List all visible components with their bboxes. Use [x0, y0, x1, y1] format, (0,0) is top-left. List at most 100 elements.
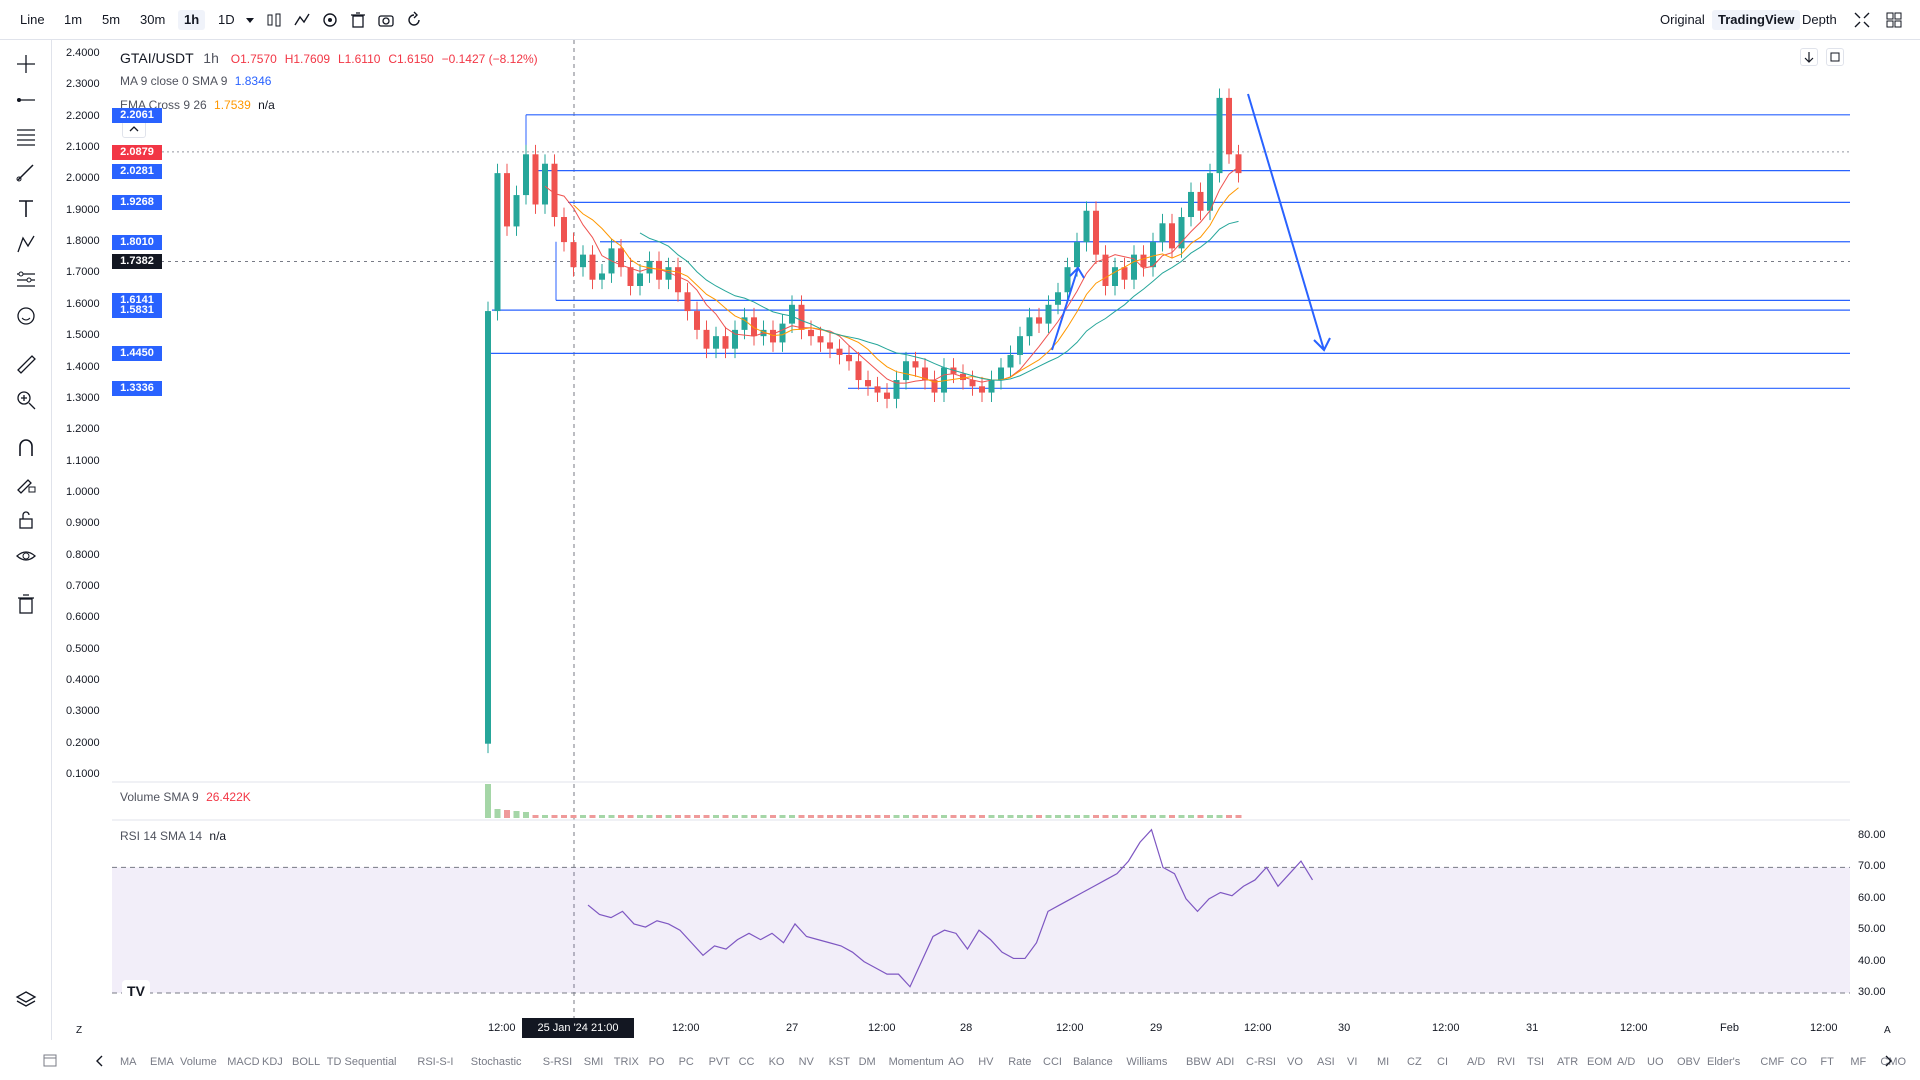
timezone-z-button[interactable]: Z: [76, 1025, 83, 1036]
candle-body[interactable]: [1150, 242, 1156, 268]
candle-body[interactable]: [1178, 217, 1185, 249]
candle-body[interactable]: [1112, 267, 1118, 286]
indicator-vi[interactable]: VI: [1347, 1056, 1358, 1068]
indicator-ko[interactable]: KO: [768, 1056, 785, 1068]
indicator-stochastic[interactable]: Stochastic: [470, 1056, 522, 1068]
indicator-kdj[interactable]: KDJ: [262, 1056, 283, 1068]
indicator-td-sequential[interactable]: TD Sequential: [326, 1056, 397, 1068]
indicator-ft[interactable]: FT: [1820, 1056, 1834, 1068]
candle-body[interactable]: [1045, 304, 1052, 324]
indicator-asi[interactable]: ASI: [1317, 1056, 1335, 1068]
candle-body[interactable]: [779, 323, 786, 343]
chart-canvas[interactable]: [52, 40, 1920, 1040]
candle-body[interactable]: [998, 367, 1004, 381]
candle-body[interactable]: [931, 380, 938, 393]
candle-body[interactable]: [903, 361, 909, 381]
candle-body[interactable]: [1188, 191, 1194, 218]
indicator-mf[interactable]: MF: [1850, 1056, 1867, 1068]
candle-body[interactable]: [675, 267, 681, 293]
indicator-williams[interactable]: Williams: [1126, 1056, 1168, 1068]
candle-body[interactable]: [513, 195, 520, 227]
layers-icon[interactable]: [14, 988, 38, 1012]
candle-body[interactable]: [941, 367, 947, 393]
view-tradingview[interactable]: TradingView: [1712, 10, 1801, 30]
indicator-momentum[interactable]: Momentum: [888, 1056, 944, 1068]
indicator-atr[interactable]: ATR: [1557, 1056, 1579, 1068]
up-arrow-drawing[interactable]: [1051, 266, 1085, 351]
candle-body[interactable]: [874, 386, 881, 393]
candle-body[interactable]: [751, 317, 757, 337]
legend-volume[interactable]: Volume SMA 9 26.422K: [120, 790, 251, 804]
candle-body[interactable]: [684, 292, 691, 312]
candle-body[interactable]: [646, 260, 653, 274]
candle-body[interactable]: [789, 304, 795, 324]
candle-body[interactable]: [627, 267, 634, 286]
candle-body[interactable]: [1235, 154, 1242, 174]
candle-body[interactable]: [637, 273, 643, 286]
interval-30m[interactable]: 30m: [140, 12, 166, 27]
indicator-c-rsi[interactable]: C-RSI: [1246, 1056, 1276, 1068]
chevron-left-icon[interactable]: [94, 1054, 106, 1071]
eye-icon[interactable]: [14, 544, 38, 568]
candle-body[interactable]: [846, 354, 852, 362]
symbol-name[interactable]: GTAI/USDT: [120, 50, 194, 66]
indicator-macd[interactable]: MACD: [227, 1056, 260, 1068]
candle-body[interactable]: [1083, 210, 1090, 243]
candle-body[interactable]: [827, 342, 833, 349]
indicator-bbw[interactable]: BBW: [1186, 1056, 1212, 1068]
interval-5m[interactable]: 5m: [102, 12, 121, 27]
indicator-balance[interactable]: Balance: [1073, 1056, 1113, 1068]
candle-body[interactable]: [1140, 254, 1147, 268]
candle-body[interactable]: [589, 254, 596, 280]
indicator-eom[interactable]: EOM: [1587, 1056, 1613, 1068]
fullscreen-icon[interactable]: [1852, 10, 1872, 30]
horizontal-lines-icon[interactable]: [14, 124, 38, 148]
candle-body[interactable]: [1121, 267, 1128, 280]
indicator-pvt[interactable]: PVT: [708, 1056, 730, 1068]
lock-icon[interactable]: [14, 508, 38, 532]
candle-body[interactable]: [798, 304, 805, 330]
settings-icon[interactable]: [320, 10, 340, 30]
indicators-icon[interactable]: [292, 10, 312, 30]
candle-body[interactable]: [817, 336, 824, 343]
candle-body[interactable]: [969, 380, 976, 387]
candle-body[interactable]: [770, 329, 776, 343]
candle-body[interactable]: [1226, 97, 1232, 155]
indicator-smi[interactable]: SMI: [583, 1056, 604, 1068]
indicator-cz[interactable]: CZ: [1407, 1056, 1422, 1068]
view-depth[interactable]: Depth: [1802, 12, 1837, 27]
indicator-ema[interactable]: EMA: [150, 1056, 174, 1068]
candle-body[interactable]: [979, 386, 985, 393]
indicator-trix[interactable]: TRIX: [613, 1056, 639, 1068]
candle-body[interactable]: [732, 329, 738, 349]
indicator-hv[interactable]: HV: [978, 1056, 994, 1068]
candle-body[interactable]: [665, 267, 672, 280]
candles-icon[interactable]: [264, 10, 284, 30]
indicator-po[interactable]: PO: [648, 1056, 665, 1068]
candle-body[interactable]: [713, 336, 719, 349]
indicator-nv[interactable]: NV: [798, 1056, 814, 1068]
indicator-adi[interactable]: ADI: [1216, 1056, 1235, 1068]
indicator-ci[interactable]: CI: [1437, 1056, 1448, 1068]
indicator-rate[interactable]: Rate: [1008, 1056, 1032, 1068]
layout-grid-icon[interactable]: [1884, 10, 1904, 30]
candle-body[interactable]: [855, 361, 862, 381]
chart-type-line[interactable]: Line: [20, 12, 45, 27]
view-original[interactable]: Original: [1660, 12, 1705, 27]
candle-body[interactable]: [988, 380, 995, 393]
indicator-ao[interactable]: AO: [948, 1056, 965, 1068]
candle-body[interactable]: [656, 260, 662, 280]
brush-icon[interactable]: [14, 160, 38, 184]
lock-drawing-icon[interactable]: [14, 472, 38, 496]
candle-body[interactable]: [808, 329, 814, 337]
indicator-cci[interactable]: CCI: [1043, 1056, 1062, 1068]
candle-body[interactable]: [741, 317, 748, 330]
candle-body[interactable]: [1026, 317, 1033, 337]
indicator-uo[interactable]: UO: [1647, 1056, 1664, 1068]
candle-body[interactable]: [893, 380, 900, 399]
indicator-elder-s[interactable]: Elder's: [1707, 1056, 1741, 1068]
refresh-button[interactable]: [1826, 48, 1844, 66]
candle-body[interactable]: [922, 367, 928, 381]
ruler-icon[interactable]: [14, 352, 38, 376]
candle-body[interactable]: [1131, 254, 1137, 280]
